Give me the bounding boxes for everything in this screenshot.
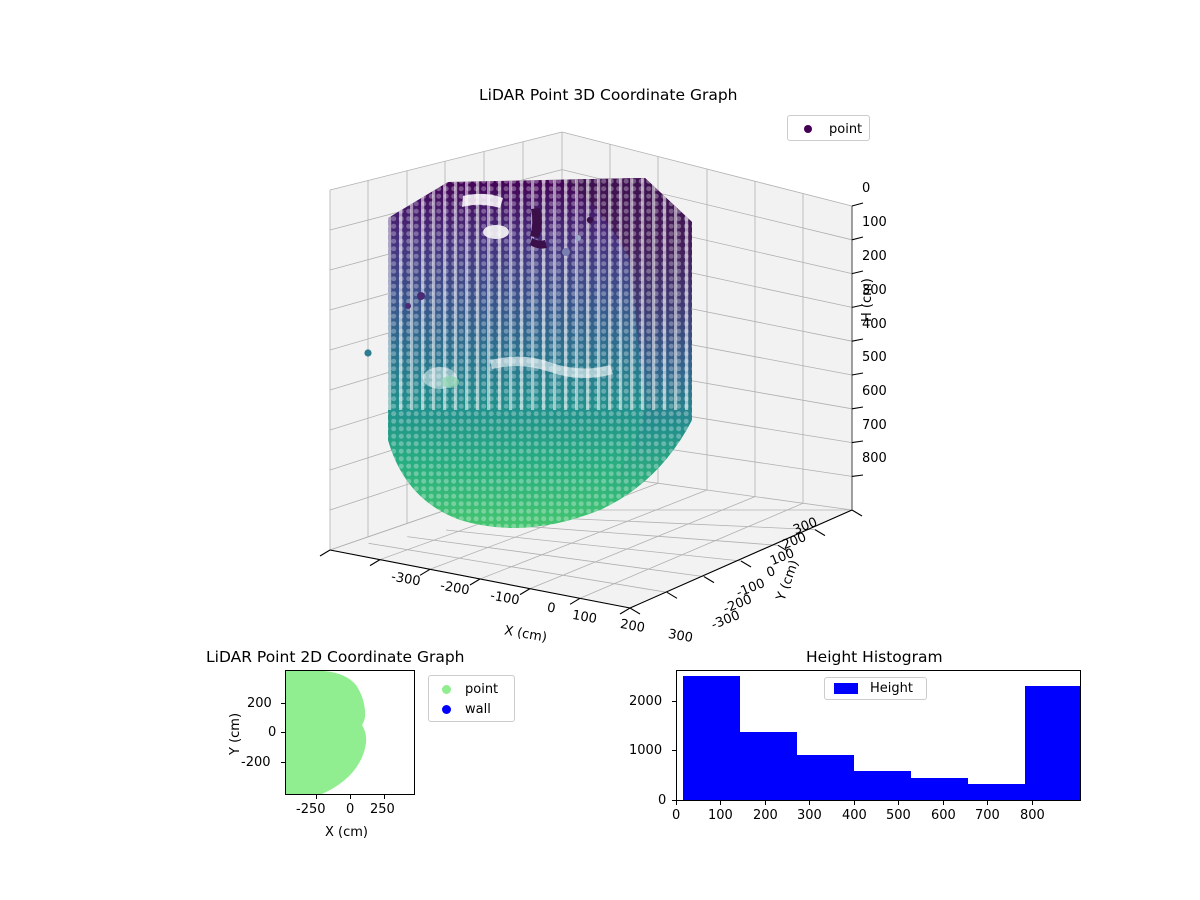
histogram-xtickmark xyxy=(809,801,811,805)
histogram-xtickmark xyxy=(854,801,856,805)
plot3d-point-cloud xyxy=(364,178,692,528)
histogram-legend[interactable]: Height xyxy=(824,677,927,700)
histogram-bar xyxy=(911,778,968,800)
histogram-title: Height Histogram xyxy=(806,648,943,666)
plot3d-ztick-6: 600 xyxy=(862,384,887,399)
plot2d-ytick-200: 200 xyxy=(247,696,272,711)
wall-marker-icon xyxy=(442,704,451,714)
histogram-ytick-2000: 2000 xyxy=(629,694,663,709)
plot2d-legend[interactable]: point wall xyxy=(428,675,515,722)
histogram-xtickmark xyxy=(898,801,900,805)
point-marker-icon xyxy=(804,125,812,133)
plot3d-ztick-5: 500 xyxy=(862,350,887,365)
plot2d-xtick-neg250: -250 xyxy=(296,802,326,817)
histogram-xtick-600: 600 xyxy=(931,808,956,823)
plot2d-ytick-neg200: -200 xyxy=(241,755,271,770)
plot2d-axes[interactable] xyxy=(285,670,415,795)
histogram-xtickmark xyxy=(1032,801,1034,805)
plot2d-xtickmark-0 xyxy=(316,795,318,799)
histogram-ytick-0: 0 xyxy=(658,793,667,808)
histogram-xtick-500: 500 xyxy=(886,808,911,823)
plot3d-zaxis-label: H (cm) xyxy=(860,278,875,322)
height-swatch-icon xyxy=(834,683,858,694)
plot3d-ztick-8: 800 xyxy=(862,451,887,466)
histogram-axes[interactable] xyxy=(676,670,1081,801)
plot2d-ytickmark-0 xyxy=(281,703,285,705)
legend-item-point[interactable]: point xyxy=(429,676,514,699)
legend-item-point[interactable]: point xyxy=(788,116,869,139)
histogram-ytickmark-0 xyxy=(672,799,676,801)
plot2d-xaxis-label: X (cm) xyxy=(325,825,368,840)
plot2d-ytickmark-2 xyxy=(281,762,285,764)
histogram-ytickmark-2 xyxy=(672,700,676,702)
legend-item-height[interactable]: Height xyxy=(825,678,926,699)
histogram-bar xyxy=(797,755,854,800)
histogram-ytick-1000: 1000 xyxy=(629,743,663,758)
histogram-xtick-700: 700 xyxy=(975,808,1000,823)
plot3d-ztick-0: 0 xyxy=(862,181,871,196)
plot3d-ztick-2: 200 xyxy=(862,249,887,264)
histogram-xtick-0: 0 xyxy=(672,808,681,823)
plot2d-xtick-0: 0 xyxy=(346,802,355,817)
plot3d-legend[interactable]: point xyxy=(787,115,870,141)
histogram-xtick-100: 100 xyxy=(708,808,733,823)
plot2d-point-region xyxy=(286,671,367,794)
histogram-ytickmark-1 xyxy=(672,750,676,752)
histogram-xtick-200: 200 xyxy=(753,808,778,823)
plot3d-tickmarks xyxy=(319,202,864,615)
histogram-xtickmark xyxy=(943,801,945,805)
histogram-xtickmark xyxy=(987,801,989,805)
plot3d-ztick-4: 400 xyxy=(862,317,887,332)
histogram-bar xyxy=(1025,685,1080,800)
point-marker-icon xyxy=(442,684,451,694)
histogram-legend-label-height: Height xyxy=(870,681,913,696)
histogram-xtick-400: 400 xyxy=(842,808,867,823)
plot3d-canvas xyxy=(319,131,864,615)
plot3d-ztick-3: 300 xyxy=(862,283,887,298)
outlier-point xyxy=(364,349,372,357)
plot2d-title: LiDAR Point 2D Coordinate Graph xyxy=(206,648,465,666)
histogram-xtickmark xyxy=(765,801,767,805)
legend-item-wall[interactable]: wall xyxy=(429,699,514,719)
histogram-bar xyxy=(740,731,797,800)
plot2d-ytick-0: 0 xyxy=(268,725,277,740)
plot2d-legend-label-point: point xyxy=(465,681,499,697)
plot2d-yaxis-label: Y (cm) xyxy=(228,712,243,755)
histogram-bar xyxy=(968,783,1025,800)
plot2d-xtickmark-2 xyxy=(384,795,386,799)
histogram-bar xyxy=(854,770,911,800)
plot3d-legend-label-point: point xyxy=(829,121,863,137)
plot2d-legend-label-wall: wall xyxy=(465,701,491,717)
plot2d-ytickmark-1 xyxy=(281,732,285,734)
plot3d-axes[interactable] xyxy=(300,110,920,650)
plot3d-ztick-7: 700 xyxy=(862,418,887,433)
plot3d-ztick-1: 100 xyxy=(862,215,887,230)
histogram-xtick-800: 800 xyxy=(1020,808,1045,823)
histogram-xtick-300: 300 xyxy=(797,808,822,823)
histogram-bar xyxy=(683,676,740,800)
histogram-xtickmark xyxy=(676,801,678,805)
plot3d-title: LiDAR Point 3D Coordinate Graph xyxy=(479,86,738,104)
plot2d-xtickmark-1 xyxy=(350,795,352,799)
plot2d-xtick-250: 250 xyxy=(370,802,395,817)
histogram-xtickmark xyxy=(720,801,722,805)
